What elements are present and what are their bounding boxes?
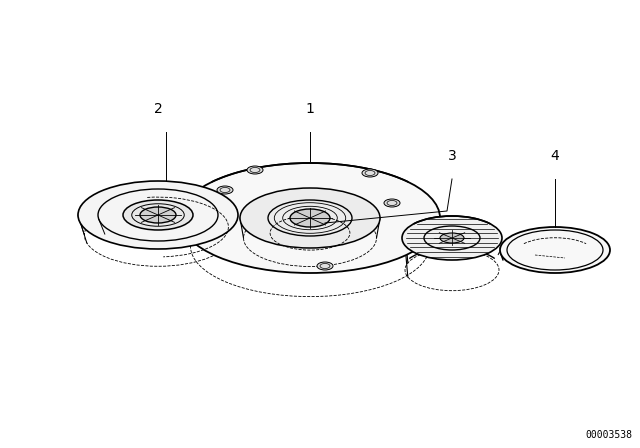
Text: 3: 3 xyxy=(447,149,456,163)
Ellipse shape xyxy=(384,199,400,207)
Ellipse shape xyxy=(123,200,193,230)
Ellipse shape xyxy=(317,262,333,270)
Ellipse shape xyxy=(290,209,330,227)
Ellipse shape xyxy=(402,216,502,260)
Ellipse shape xyxy=(247,166,263,174)
Ellipse shape xyxy=(78,181,238,249)
Ellipse shape xyxy=(500,227,610,273)
Ellipse shape xyxy=(180,163,440,273)
Text: 4: 4 xyxy=(550,149,559,163)
Text: 00003538: 00003538 xyxy=(585,430,632,440)
Ellipse shape xyxy=(217,186,233,194)
Text: 2: 2 xyxy=(154,102,163,116)
Ellipse shape xyxy=(440,233,464,243)
Ellipse shape xyxy=(140,207,176,223)
Ellipse shape xyxy=(240,188,380,248)
Ellipse shape xyxy=(362,169,378,177)
Text: 1: 1 xyxy=(305,102,314,116)
